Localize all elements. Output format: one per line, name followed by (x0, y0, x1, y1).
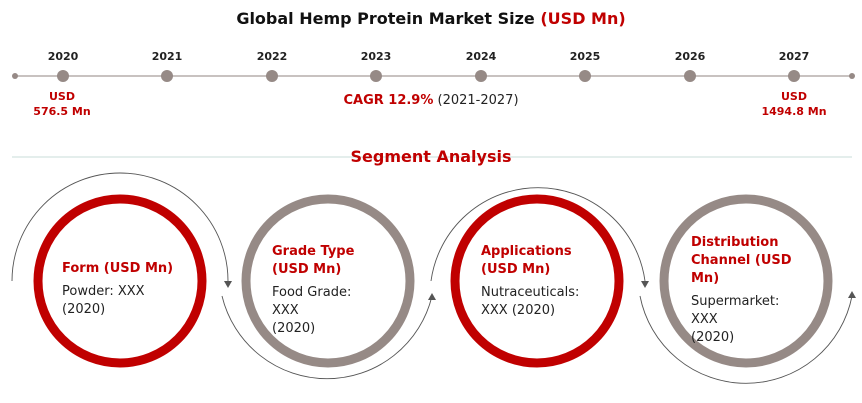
timeline-dot (684, 70, 696, 82)
segment-grade-year: (2020) (272, 321, 316, 336)
timeline-year: 2025 (569, 50, 601, 63)
timeline-year: 2020 (47, 50, 79, 63)
segment-distribution-value: Supermarket: XXX (691, 294, 780, 327)
timeline-dots (57, 70, 800, 82)
timeline-year: 2027 (778, 50, 810, 63)
cagr-text: CAGR 12.9% (2021-2027) (0, 93, 862, 108)
start-value-line2: 576.5 Mn (33, 105, 91, 118)
timeline-start-cap (12, 73, 18, 79)
segment-applications-value: Nutraceuticals: XXX (2020) (481, 285, 580, 318)
arrowhead-3 (641, 281, 649, 288)
arrowhead-2 (428, 293, 436, 300)
end-value-line1: USD (781, 90, 807, 103)
timeline-dot (57, 70, 69, 82)
title-main: Global Hemp Protein Market Size (236, 9, 541, 28)
timeline-dot (370, 70, 382, 82)
segment-form: Form (USD Mn) Powder: XXX (2020) (62, 260, 182, 319)
page-title: Global Hemp Protein Market Size (USD Mn) (0, 9, 862, 28)
start-value: USD 576.5 Mn (17, 89, 107, 119)
segment-form-title: Form (USD Mn) (62, 261, 174, 276)
timeline-dot (161, 70, 173, 82)
segment-grade: Grade Type (USD Mn) Food Grade: XXX (202… (272, 243, 382, 338)
start-value-line1: USD (49, 90, 75, 103)
end-value: USD 1494.8 Mn (749, 89, 839, 119)
title-unit: (USD Mn) (540, 9, 626, 28)
segment-grade-title: Grade Type (USD Mn) (272, 244, 355, 277)
cagr-period: (2021-2027) (433, 93, 519, 108)
timeline-end-cap (849, 73, 855, 79)
cagr-label: CAGR 12.9% (343, 93, 434, 108)
timeline-year: 2023 (360, 50, 392, 63)
timeline-year: 2026 (674, 50, 706, 63)
timeline-year: 2024 (465, 50, 497, 63)
segment-form-year: (2020) (62, 302, 106, 317)
segment-distribution-title: Distribution Channel (USD Mn) (691, 235, 792, 286)
segment-analysis-heading: Segment Analysis (350, 147, 512, 166)
timeline-year: 2021 (151, 50, 183, 63)
timeline-dot (475, 70, 487, 82)
segment-distribution-year: (2020) (691, 330, 735, 345)
segment-applications-title: Applications (USD Mn) (481, 244, 572, 277)
segment-applications: Applications (USD Mn) Nutraceuticals: XX… (481, 243, 591, 320)
segment-form-value: Powder: XXX (62, 284, 145, 299)
timeline-dot (266, 70, 278, 82)
timeline-dot (788, 70, 800, 82)
segment-grade-value: Food Grade: XXX (272, 285, 352, 318)
timeline-year: 2022 (256, 50, 288, 63)
end-value-line2: 1494.8 Mn (761, 105, 827, 118)
arrowhead-4 (848, 291, 856, 298)
segment-distribution: Distribution Channel (USD Mn) Supermarke… (691, 234, 803, 347)
arrowhead-1 (224, 281, 232, 288)
timeline-dot (579, 70, 591, 82)
